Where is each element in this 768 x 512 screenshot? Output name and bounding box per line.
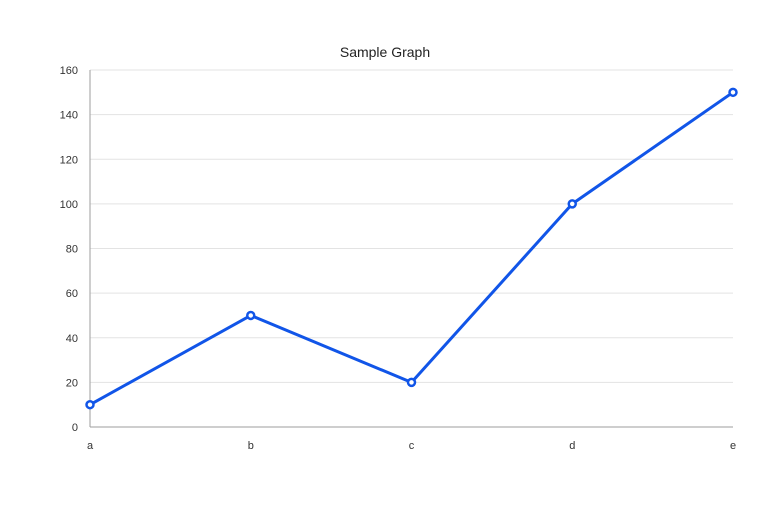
y-tick-label: 20 <box>66 377 78 389</box>
data-point-a[interactable] <box>85 399 95 410</box>
tick-labels: 0 20 40 60 80 100 120 140 160 a b c d e <box>60 65 736 452</box>
chart-title: Sample Graph <box>340 44 430 60</box>
y-tick-label: 80 <box>66 244 78 256</box>
x-tick-label: d <box>569 440 575 452</box>
data-point-d[interactable] <box>567 199 577 209</box>
x-tick-label: e <box>730 440 736 452</box>
y-tick-label: 40 <box>66 333 78 345</box>
x-tick-label: c <box>409 440 415 452</box>
data-point-c[interactable] <box>406 377 417 388</box>
x-tick-label: a <box>87 440 94 452</box>
y-tick-label: 140 <box>60 110 78 122</box>
data-point-b[interactable] <box>246 310 256 321</box>
y-tick-label: 0 <box>72 422 78 434</box>
data-points <box>85 87 738 410</box>
x-tick-label: b <box>248 440 254 452</box>
y-tick-label: 160 <box>60 65 78 77</box>
grid-lines <box>90 69 733 383</box>
y-tick-label: 60 <box>66 288 78 300</box>
axes <box>89 70 733 428</box>
y-tick-label: 100 <box>60 199 78 211</box>
data-point-e[interactable] <box>728 87 738 98</box>
y-tick-label: 120 <box>60 154 78 166</box>
